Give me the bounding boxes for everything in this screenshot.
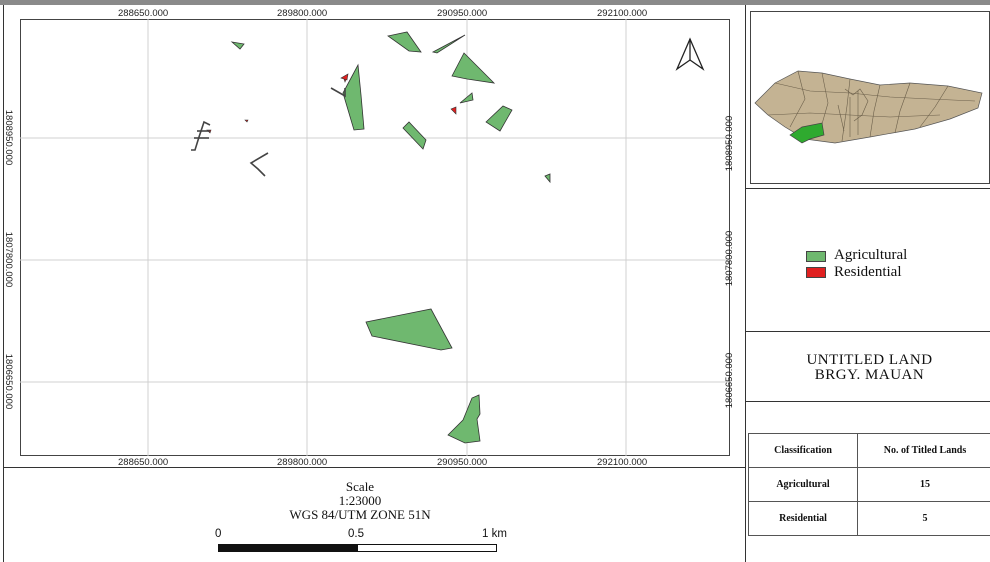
divider-right-2	[745, 331, 990, 332]
divider-right-1	[745, 188, 990, 189]
parcel-agri-8	[485, 105, 513, 132]
top-x-label-1: 288650.000	[118, 8, 169, 19]
scale-crs: WGS 84/UTM ZONE 51N	[289, 507, 431, 522]
parcel-res-1	[450, 106, 457, 115]
locator-land	[754, 70, 983, 144]
table-header-count: No. of Titled Lands	[857, 433, 990, 468]
bottom-x-label-4: 292100.000	[597, 457, 648, 468]
table-header-classification: Classification	[748, 433, 858, 468]
agricultural-parcels	[230, 31, 551, 444]
classification-table: Classification No. of Titled Lands Agric…	[748, 433, 990, 536]
locator-map[interactable]	[750, 11, 990, 184]
residential-parcels	[206, 73, 457, 134]
legend-swatch-agricultural	[806, 251, 826, 262]
table-cell-class: Agricultural	[748, 467, 858, 502]
left-y-label-3: 1806650.000	[3, 353, 15, 410]
divider-vertical-right	[745, 5, 746, 562]
scale-ratio: 1:23000	[338, 493, 382, 508]
line-feature-1	[191, 120, 211, 151]
bottom-x-label-1: 288650.000	[118, 457, 169, 468]
parcel-agri-4	[451, 52, 496, 84]
table-header-row: Classification No. of Titled Lands	[748, 433, 990, 468]
right-y-label-3: 1806650.000	[724, 352, 736, 409]
legend-swatch-residential	[806, 267, 826, 278]
map-title-line-2: BRGY. MAUAN	[814, 367, 925, 383]
scale-heading: Scale	[345, 479, 375, 494]
parcel-agri-7	[402, 121, 427, 150]
map-title-line-1: UNTITLED LAND	[806, 352, 933, 368]
top-x-label-3: 290950.000	[437, 8, 488, 19]
parcel-agri-10	[365, 308, 453, 351]
north-arrow-icon	[675, 37, 705, 71]
parcel-agri-5	[342, 63, 365, 131]
top-bar	[0, 0, 990, 5]
parcel-agri-11	[447, 394, 481, 444]
scale-bar	[218, 544, 497, 552]
right-y-label-2: 1807800.000	[724, 230, 736, 287]
right-y-label-1: 1808950.000	[724, 115, 736, 172]
divider-left-edge	[3, 5, 4, 562]
parcel-agri-6	[459, 92, 474, 104]
top-x-label-2: 289800.000	[277, 8, 328, 19]
line-feature-5	[330, 87, 346, 98]
parcel-agri-2	[387, 31, 422, 53]
table-row: Residential 5	[748, 501, 990, 536]
parcel-res-5	[340, 73, 349, 81]
divider-bottom-left	[3, 467, 746, 468]
table-row: Agricultural 15	[748, 467, 990, 502]
parcel-agri-1	[230, 41, 245, 50]
scale-bar-black-segment	[219, 545, 358, 551]
map-canvas[interactable]	[20, 19, 730, 456]
legend-label-agricultural: Agricultural	[834, 247, 908, 263]
table-cell-count: 15	[857, 467, 990, 502]
table-cell-count: 5	[857, 501, 990, 536]
parcel-agri-3	[431, 34, 466, 54]
top-x-label-4: 292100.000	[597, 8, 648, 19]
parcel-res-4	[244, 119, 249, 123]
table-cell-class: Residential	[748, 501, 858, 536]
scale-bar-label-0: 0	[215, 528, 222, 540]
bottom-x-label-3: 290950.000	[437, 457, 488, 468]
legend-label-residential: Residential	[834, 264, 902, 280]
line-feature-4	[249, 152, 269, 177]
scale-bar-label-half: 0.5	[348, 528, 364, 540]
grid-lines	[20, 19, 730, 456]
divider-right-3	[745, 401, 990, 402]
parcel-agri-9	[544, 173, 551, 184]
left-y-label-1: 1808950.000	[3, 109, 15, 166]
locator-highlight	[789, 122, 825, 144]
left-y-label-2: 1807800.000	[3, 231, 15, 288]
bottom-x-label-2: 289800.000	[277, 457, 328, 468]
line-features	[191, 87, 346, 177]
scale-bar-label-1km: 1 km	[482, 528, 507, 540]
map-frame[interactable]	[20, 19, 730, 456]
